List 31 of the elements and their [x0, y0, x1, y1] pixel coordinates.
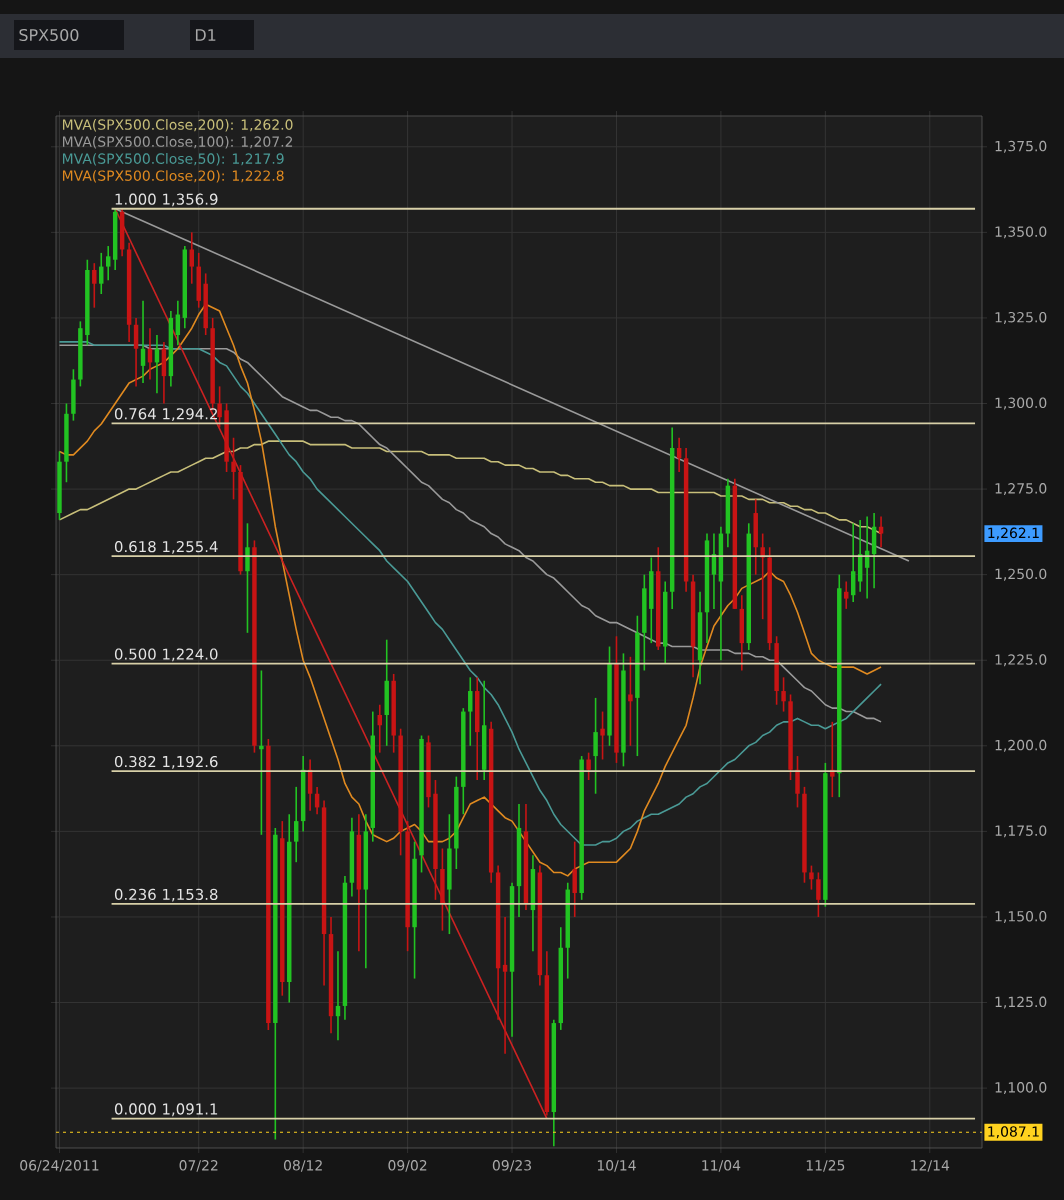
candlestick [481, 679, 487, 781]
candlestick [259, 669, 264, 836]
candlestick [586, 751, 591, 781]
candlestick [447, 813, 452, 935]
candlestick [593, 697, 598, 795]
candlestick [245, 522, 250, 634]
candlestick [600, 710, 605, 761]
candlestick [384, 638, 389, 747]
candlestick [64, 402, 69, 484]
candlestick [795, 755, 800, 809]
candlestick [844, 580, 849, 610]
candlestick [774, 635, 779, 706]
candlestick [816, 871, 821, 918]
candlestick [809, 864, 814, 891]
candlestick [649, 556, 654, 644]
candlestick [71, 368, 76, 422]
candlestick [572, 840, 577, 918]
candlestick [725, 478, 731, 549]
candlestick [850, 522, 856, 603]
candlestick [628, 656, 633, 747]
candlestick [697, 590, 703, 685]
candlestick [231, 436, 236, 501]
candlestick [781, 676, 786, 713]
candlestick [92, 262, 97, 309]
candlestick [878, 515, 884, 549]
candlestick [112, 207, 118, 271]
candlestick [475, 676, 480, 781]
candlestick [440, 847, 445, 932]
candlestick [293, 786, 299, 863]
candlestick [189, 231, 194, 285]
candlestick [133, 317, 139, 388]
